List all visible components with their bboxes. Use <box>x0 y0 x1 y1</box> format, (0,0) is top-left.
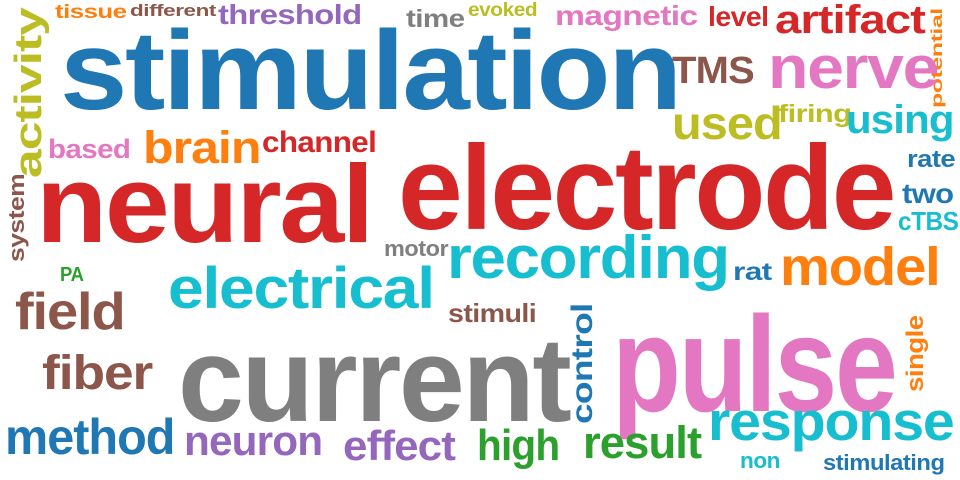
word-channel: channel <box>262 126 377 159</box>
word-based: based <box>48 134 131 164</box>
word-firing: firing <box>778 100 852 128</box>
word-model: model <box>780 237 941 297</box>
word-stimulation: stimulation <box>60 8 682 133</box>
word-different: different <box>130 1 216 20</box>
word-effect: effect <box>343 422 456 469</box>
word-magnetic: magnetic <box>555 0 698 31</box>
word-recording: recording <box>447 224 730 291</box>
word-pulse: pulse <box>612 288 898 440</box>
word-brain: brain <box>143 122 261 173</box>
word-pa: PA <box>60 264 84 286</box>
word-using: using <box>846 98 955 142</box>
word-tms: TMS <box>672 50 755 92</box>
word-fiber: fiber <box>42 347 153 400</box>
word-control: control <box>566 303 599 424</box>
word-two: two <box>902 178 954 209</box>
word-nerve: nerve <box>768 34 939 101</box>
word-stimuli: stimuli <box>448 298 537 328</box>
word-stimulating: stimulating <box>823 450 945 475</box>
word-result: result <box>583 417 702 468</box>
word-neural: neural <box>36 143 374 266</box>
word-system: system <box>4 173 29 262</box>
word-rat: rat <box>733 258 772 286</box>
word-ctbs: cTBS <box>898 206 959 236</box>
word-high: high <box>477 421 560 470</box>
word-artifact: artifact <box>775 0 926 42</box>
word-motor: motor <box>384 236 449 261</box>
word-single: single <box>902 315 929 392</box>
word-method: method <box>5 409 175 465</box>
word-time: time <box>406 5 465 33</box>
word-tissue: tissue <box>55 2 127 23</box>
word-current: current <box>178 313 572 447</box>
word-response: response <box>708 390 955 452</box>
word-level: level <box>708 1 769 32</box>
word-electrical: electrical <box>168 256 435 321</box>
word-non: non <box>740 448 781 473</box>
word-field: field <box>15 283 126 341</box>
word-neuron: neuron <box>184 417 323 464</box>
word-rate: rate <box>907 146 956 173</box>
word-used: used <box>672 97 783 149</box>
word-electrode: electrode <box>398 121 896 255</box>
word-evoked: evoked <box>468 0 538 21</box>
word-threshold: threshold <box>218 0 362 30</box>
